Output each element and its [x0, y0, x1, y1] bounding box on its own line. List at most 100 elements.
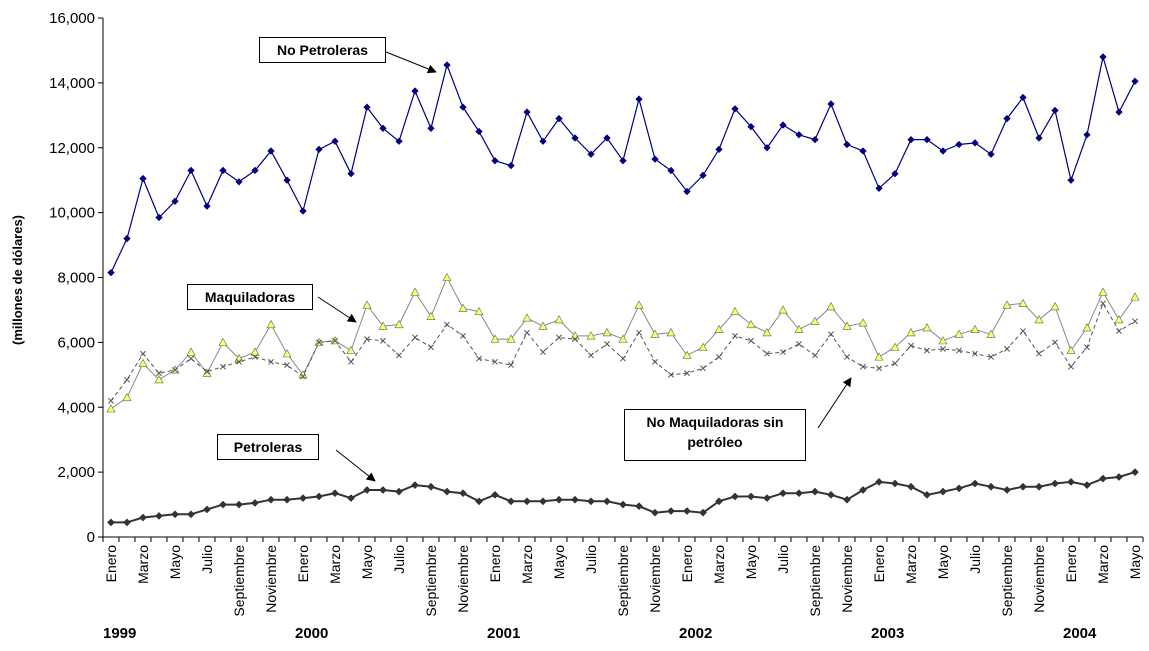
data-point	[188, 355, 194, 362]
data-point	[251, 498, 259, 507]
data-point	[714, 324, 724, 333]
data-point-stroke	[844, 354, 850, 360]
data-point	[124, 376, 130, 383]
data-point	[762, 327, 772, 337]
data-point-stroke	[860, 363, 866, 370]
x-tick-label: Julio	[391, 545, 407, 574]
x-tick-label: Enero	[487, 545, 503, 583]
data-point-stroke	[684, 370, 690, 377]
data-point	[1034, 314, 1044, 324]
data-point	[747, 122, 755, 131]
data-point	[1114, 314, 1124, 324]
x-tick-label: Septiembre	[807, 545, 823, 617]
data-point	[684, 370, 690, 377]
year-label: 2004	[1063, 625, 1097, 642]
data-point-stroke	[620, 355, 626, 362]
data-point-stroke	[588, 352, 594, 359]
data-point	[219, 500, 227, 509]
data-point	[1099, 53, 1107, 61]
data-point	[476, 355, 482, 362]
data-point	[523, 497, 531, 506]
data-point	[603, 134, 611, 142]
series-line	[111, 471, 1136, 524]
data-point-stroke	[732, 332, 738, 339]
data-point	[794, 324, 804, 333]
data-point-stroke	[1004, 345, 1010, 352]
data-point-stroke	[956, 347, 962, 354]
data-point	[874, 352, 884, 361]
data-point	[844, 354, 850, 360]
x-tick-label: Marzo	[1095, 545, 1111, 584]
data-point-stroke	[908, 342, 914, 349]
x-tick-label: Noviembre	[455, 545, 471, 613]
data-point	[922, 323, 932, 332]
data-point	[970, 324, 980, 333]
data-point-stroke	[748, 337, 754, 344]
data-point	[539, 137, 547, 146]
data-point-stroke	[220, 363, 226, 370]
data-point	[267, 147, 275, 155]
data-point	[1035, 482, 1043, 491]
data-point	[731, 105, 739, 113]
data-point	[331, 489, 339, 498]
data-point	[554, 314, 564, 324]
data-point	[748, 337, 754, 344]
data-point	[522, 313, 532, 322]
data-point	[491, 156, 499, 165]
data-point	[859, 486, 867, 494]
data-point-stroke	[108, 397, 114, 404]
data-point	[971, 139, 979, 147]
annotation-arrow	[385, 51, 437, 74]
annotation-no-maquiladoras: No Maquiladoras sin petróleo	[624, 409, 806, 461]
data-point	[507, 161, 515, 170]
data-point	[940, 345, 946, 352]
data-point	[346, 345, 356, 355]
data-point	[730, 306, 740, 316]
data-point	[938, 336, 948, 345]
data-point	[508, 362, 514, 369]
data-point	[651, 508, 659, 517]
data-point	[475, 497, 483, 506]
data-point	[667, 166, 675, 175]
data-point-stroke	[572, 336, 578, 343]
data-point	[283, 495, 291, 504]
year-label: 2000	[295, 625, 328, 642]
data-point	[619, 156, 627, 165]
data-point-stroke	[668, 371, 674, 378]
data-point-stroke	[1036, 350, 1042, 357]
data-point-stroke	[796, 341, 802, 347]
data-point	[1068, 363, 1074, 370]
data-point	[1018, 298, 1028, 307]
data-point	[796, 341, 802, 347]
data-point-stroke	[236, 358, 242, 365]
data-point	[138, 358, 148, 368]
data-point	[700, 365, 706, 372]
data-point	[491, 490, 499, 499]
data-point	[602, 327, 612, 337]
data-point-stroke	[812, 352, 818, 359]
data-point-stroke	[828, 331, 834, 338]
data-point	[859, 147, 867, 155]
data-point	[348, 358, 354, 365]
data-point	[315, 492, 323, 501]
data-point-stroke	[1100, 300, 1106, 307]
data-point-stroke	[988, 354, 994, 360]
data-point	[795, 131, 803, 139]
data-point	[507, 497, 515, 506]
data-point	[1067, 477, 1075, 486]
data-point	[731, 492, 739, 501]
x-tick-label: Julio	[199, 545, 215, 574]
x-axis-ticks: Enero Marzo Mayo Julio Septiembre Noviembre En…	[102, 537, 1144, 617]
data-point	[939, 487, 947, 496]
data-point	[524, 329, 530, 336]
x-tick-label: Septiembre	[423, 545, 439, 617]
data-point	[812, 352, 818, 359]
data-point	[427, 124, 435, 133]
y-axis-label: (millones de dólares)	[10, 215, 25, 345]
data-point	[122, 392, 132, 402]
data-point-stroke	[172, 366, 178, 373]
data-point-stroke	[460, 332, 466, 339]
data-point	[827, 100, 835, 108]
data-point	[779, 121, 787, 129]
x-tick-label: Mayo	[935, 545, 951, 579]
